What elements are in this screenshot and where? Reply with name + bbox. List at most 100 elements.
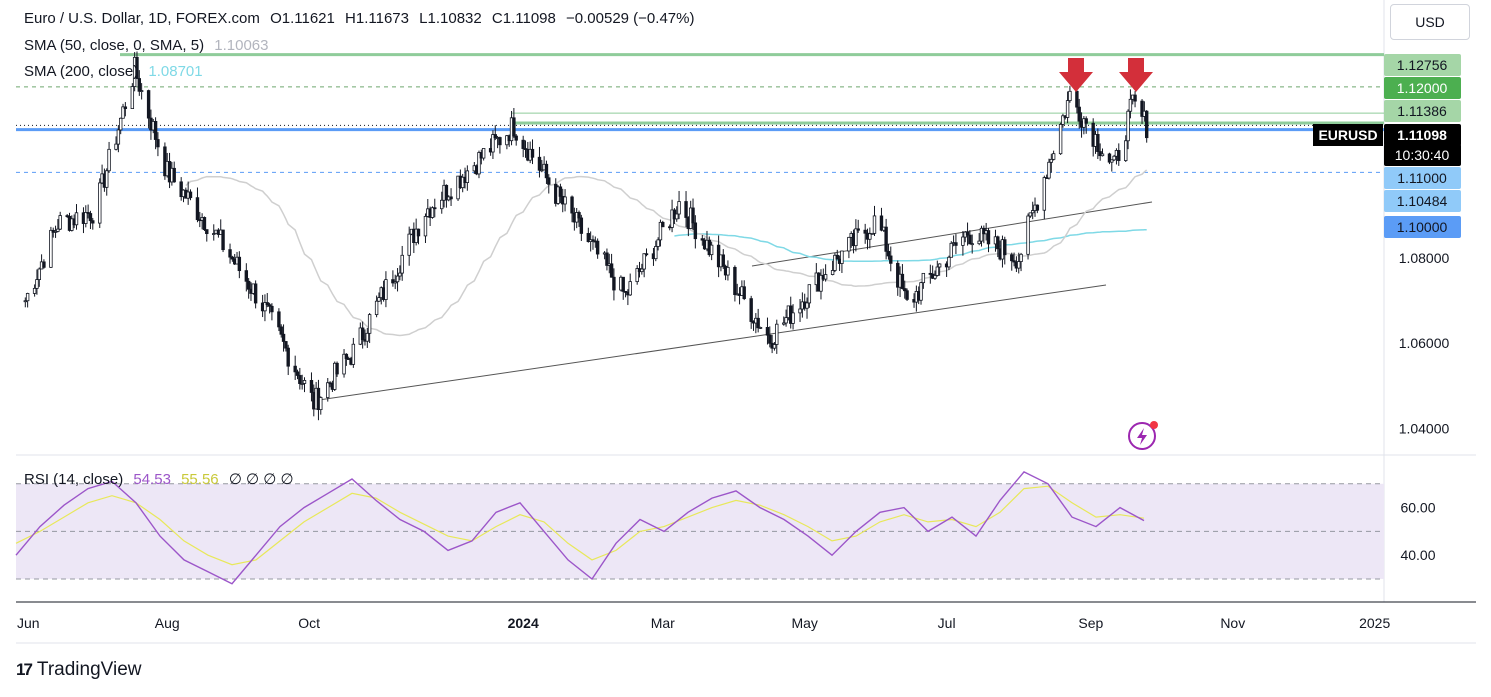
candle: [570, 195, 574, 223]
candle: [395, 268, 400, 292]
candle: [172, 161, 176, 183]
candle: [35, 269, 39, 295]
candle: [137, 70, 142, 96]
candle: [135, 51, 139, 79]
candle: [591, 235, 595, 250]
candle: [444, 184, 449, 208]
price-tick-label: 1.04000: [1399, 421, 1450, 437]
candle: [374, 295, 379, 318]
price-tick-label: 1.08000: [1399, 250, 1450, 266]
rsi-line: [15, 471, 1145, 585]
candle: [756, 308, 760, 333]
sma50-legend[interactable]: SMA (50, close, 0, SMA, 5) 1.10063: [24, 37, 274, 55]
candle: [1058, 122, 1063, 155]
candle: [300, 374, 304, 390]
candle: [733, 265, 737, 302]
candle: [146, 89, 151, 129]
candle: [23, 297, 28, 308]
candle: [879, 207, 884, 232]
level-lines[interactable]: [16, 53, 1384, 173]
candle: [440, 191, 444, 214]
candle: [342, 349, 346, 378]
lightning-icon[interactable]: [1128, 421, 1158, 450]
lower-trendline[interactable]: [311, 284, 1107, 402]
candle: [968, 230, 972, 245]
candle: [423, 213, 428, 243]
candle: [514, 134, 518, 146]
candle: [114, 136, 118, 151]
down-arrow-icon: [1119, 58, 1153, 92]
candle: [188, 189, 193, 201]
candle: [237, 251, 242, 279]
candle: [84, 205, 88, 228]
svg-text:1.12000: 1.12000: [1397, 80, 1448, 96]
rsi-legend[interactable]: RSI (14, close) 54.53 55.56 ∅ ∅ ∅ ∅: [24, 471, 300, 489]
candle: [765, 317, 770, 345]
candle: [933, 270, 937, 280]
candle: [544, 160, 549, 184]
price-badge: 1.12756: [1384, 54, 1461, 76]
candle: [91, 217, 95, 230]
sma50-line: [185, 169, 1148, 337]
svg-text:10:30:40: 10:30:40: [1395, 147, 1450, 163]
svg-text:1.11098: 1.11098: [1397, 127, 1447, 143]
candle: [465, 165, 470, 191]
candle: [863, 223, 867, 244]
tradingview-logo[interactable]: 17 TradingView: [16, 659, 141, 681]
candle: [656, 237, 660, 251]
candle: [605, 248, 609, 271]
time-tick-label: Oct: [298, 615, 320, 631]
time-axis-ticks[interactable]: Jun Aug Oct 2024 Mar May Jul Sep Nov 2025: [17, 615, 1390, 631]
candle: [595, 238, 600, 259]
price-badge: 1.12000: [1384, 77, 1461, 99]
ohlc-low: L1.10832: [419, 10, 482, 27]
candle: [886, 243, 891, 260]
candle: [586, 227, 591, 243]
ohlc-change: −0.00529 (−0.47%): [566, 10, 695, 27]
candle: [558, 183, 563, 204]
candle: [326, 378, 330, 402]
price-badge: 1.10484: [1384, 190, 1461, 212]
candle: [319, 396, 323, 415]
sma200-legend[interactable]: SMA (200, close) 1.08701: [24, 63, 209, 81]
candle: [393, 274, 397, 290]
candle: [107, 141, 111, 173]
candle: [635, 265, 639, 285]
candle: [819, 269, 823, 300]
candle: [628, 273, 632, 296]
candles: [23, 51, 1149, 421]
sma200-line: [674, 229, 1147, 263]
candle: [156, 132, 160, 157]
price-badge: 1.10000: [1384, 216, 1461, 238]
candle: [1084, 116, 1088, 134]
symbol-legend[interactable]: Euro / U.S. Dollar, 1D, FOREX.com O1.116…: [24, 10, 700, 28]
candle: [481, 148, 486, 161]
candle: [872, 205, 877, 236]
candle: [768, 326, 772, 348]
candle: [49, 226, 53, 268]
candle: [749, 295, 753, 329]
candle: [32, 284, 37, 297]
candle: [949, 241, 953, 258]
rsi-tick-label: 40.00: [1400, 547, 1435, 563]
candle: [900, 264, 905, 290]
candle: [996, 235, 1000, 258]
candle: [758, 326, 763, 329]
candle: [1035, 204, 1040, 214]
candle: [277, 308, 281, 332]
candle: [195, 187, 200, 223]
candle: [937, 263, 942, 276]
rsi-axis-ticks[interactable]: 40.00 60.00: [1400, 500, 1435, 564]
candle: [921, 272, 926, 289]
candle: [537, 146, 542, 178]
candle: [1096, 128, 1100, 160]
currency-selector[interactable]: USD: [1390, 4, 1470, 40]
candle: [782, 316, 786, 326]
candle: [807, 284, 812, 308]
price-axis-ticks[interactable]: 1.04000 1.06000 1.08000: [1399, 250, 1450, 437]
candle: [986, 228, 991, 253]
candle: [279, 324, 283, 338]
candle: [179, 177, 183, 201]
price-badges: 1.12756 1.12000 1.11386 1.11098 10:30:40 1.11…: [1384, 54, 1461, 238]
